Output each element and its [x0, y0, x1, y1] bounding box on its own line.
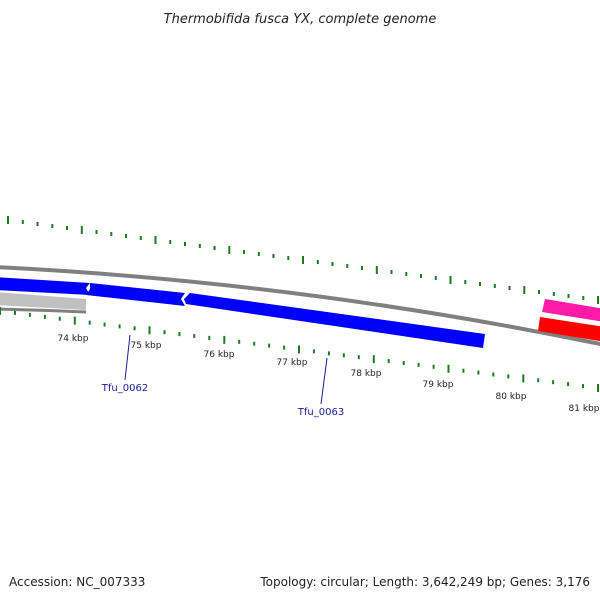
backbone-arc-inner	[0, 307, 87, 314]
tick-label-75kbp: 75 kbp	[131, 341, 162, 351]
backbone-arc	[0, 265, 600, 347]
gene-label-tfu0063[interactable]: Tfu_0063	[297, 407, 344, 418]
tick-label-80kbp: 80 kbp	[496, 392, 527, 402]
tick-label-79kbp: 79 kbp	[423, 380, 454, 390]
accession-text: Accession: NC_007333	[9, 575, 146, 589]
gene-feature-left[interactable]	[0, 277, 90, 295]
gene-features	[0, 277, 600, 348]
kbp-scale-labels: 74 kbp 75 kbp 76 kbp 77 kbp 78 kbp 79 kb…	[58, 334, 600, 414]
gene-feature-magenta[interactable]	[542, 299, 600, 322]
gene-feature-grey[interactable]	[0, 292, 86, 310]
tick-label-78kbp: 78 kbp	[351, 369, 382, 379]
gene-feature-tfu0062[interactable]	[86, 283, 185, 306]
outer-tick-track	[7, 216, 599, 304]
gene-labels: Tfu_0062 Tfu_0063	[101, 334, 344, 418]
genome-backbone	[0, 265, 600, 347]
tick-label-76kbp: 76 kbp	[204, 350, 235, 360]
gene-feature-red[interactable]	[538, 317, 600, 342]
tick-label-77kbp: 77 kbp	[277, 358, 308, 368]
map-title: Thermobifida fusca YX, complete genome	[164, 12, 437, 27]
gene-label-tfu0062[interactable]: Tfu_0062	[101, 383, 148, 394]
leader-line-tfu0063	[320, 357, 328, 405]
tick-label-81kbp: 81 kbp	[569, 404, 600, 414]
tick-label-74kbp: 74 kbp	[58, 334, 89, 344]
inner-tick-track	[0, 307, 599, 392]
topology-summary-text: Topology: circular; Length: 3,642,249 bp…	[260, 575, 590, 589]
gene-feature-tfu0063[interactable]	[184, 293, 485, 348]
leader-line-tfu0062	[124, 334, 131, 381]
